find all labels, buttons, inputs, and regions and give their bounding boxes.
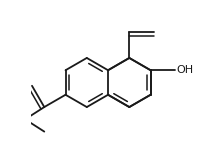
Text: OH: OH (176, 65, 194, 75)
